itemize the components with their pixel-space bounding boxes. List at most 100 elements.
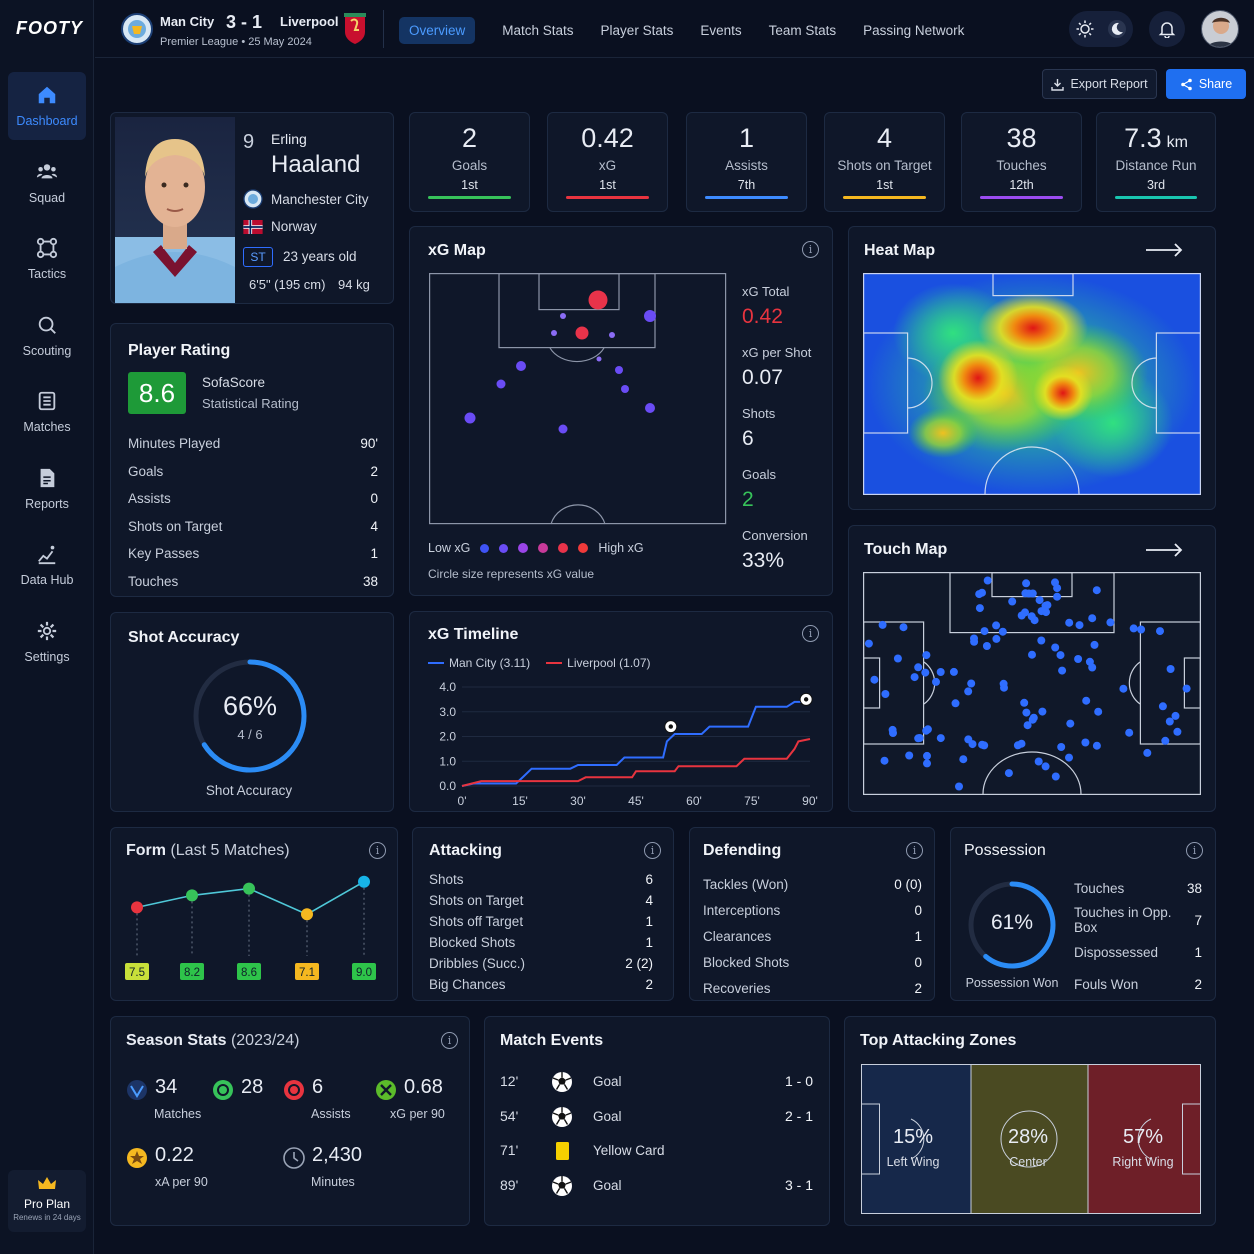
share-label: Share <box>1198 77 1233 91</box>
arrow-right-icon[interactable] <box>1146 243 1184 257</box>
touch-dot <box>878 620 887 629</box>
series-line-liverpool <box>461 738 811 787</box>
sidebar-item-dashboard[interactable]: Dashboard <box>8 72 86 140</box>
touch-dot <box>975 604 984 613</box>
notifications-button[interactable] <box>1149 11 1185 47</box>
matches-icon <box>127 1080 147 1100</box>
pro-plan-card[interactable]: Pro Plan Renews in 24 days <box>8 1170 86 1232</box>
form-title: Form (Last 5 Matches) <box>126 842 290 860</box>
xg-map-info-icon[interactable]: i <box>802 241 819 258</box>
sidebar-item-reports[interactable]: Reports <box>8 455 86 523</box>
event-minute: 12' <box>500 1073 519 1089</box>
form-badge-label: 7.1 <box>299 967 315 979</box>
export-report-label: Export Report <box>1070 77 1148 91</box>
sidebar-item-label: Reports <box>25 496 69 511</box>
xg-map-note: Circle size represents xG value <box>428 567 595 581</box>
yellow-card-icon <box>551 1140 573 1165</box>
legend-dot <box>538 543 549 553</box>
stat-label: Assists <box>725 158 768 173</box>
stat-row: Blocked Shots 0 <box>703 949 922 975</box>
legend-swatch-city <box>428 662 444 664</box>
possession-title: Possession <box>964 842 1046 859</box>
export-report-button[interactable]: Export Report <box>1042 69 1157 99</box>
form-badge-label: 8.2 <box>184 967 200 979</box>
stat-row: Clearances 1 <box>703 923 922 949</box>
form-badge-label: 7.5 <box>129 967 145 979</box>
sidebar-item-squad[interactable]: Squad <box>8 149 86 217</box>
shot-marker <box>609 332 615 338</box>
xg-timeline-title: xG Timeline <box>428 626 519 643</box>
attacking-info-icon[interactable]: i <box>644 842 661 859</box>
stat-unit: km <box>1166 134 1188 151</box>
sidebar-item-label: Squad <box>28 190 66 205</box>
stat-row-value: 1 <box>1194 944 1202 960</box>
defending-title: Defending <box>703 842 782 859</box>
tab-overview[interactable]: Overview <box>399 17 476 44</box>
stat-row-label: Recoveries <box>703 980 771 996</box>
stat-row-value: 90' <box>360 436 378 452</box>
stat-value: 1 <box>687 123 806 154</box>
xg-timeline-info-icon[interactable]: i <box>802 625 819 642</box>
tactics-icon <box>36 237 58 259</box>
stat-row-label: Dispossessed <box>1074 944 1159 960</box>
xa-icon <box>127 1148 147 1168</box>
season-stat-label: Minutes <box>311 1175 355 1189</box>
shot-marker <box>621 385 629 393</box>
tab-events[interactable]: Events <box>700 23 742 38</box>
goal-ball-icon <box>664 720 678 734</box>
stat-row-label: Shots <box>429 872 464 887</box>
tab-player-stats[interactable]: Player Stats <box>600 23 674 38</box>
attacking-zones-title: Top Attacking Zones <box>860 1032 1017 1049</box>
stat-rank: 1st <box>461 178 478 192</box>
heat-map-card: Heat Map <box>848 226 1216 510</box>
sidebar-item-settings[interactable]: Settings <box>8 608 86 676</box>
stat-row-label: Touches <box>1074 880 1125 896</box>
touch-dot <box>951 699 960 708</box>
stat-row-value: 38 <box>1186 880 1202 896</box>
theme-toggle[interactable] <box>1069 11 1133 47</box>
form-title-sub: (Last 5 Matches) <box>170 842 290 859</box>
touch-dot <box>1022 708 1031 717</box>
stat-row-value: 2 <box>914 980 922 996</box>
app-logo: FOOTY <box>16 18 83 38</box>
touch-dot <box>1013 741 1022 750</box>
sidebar-item-data-hub[interactable]: Data Hub <box>8 531 86 599</box>
touch-dot <box>922 651 931 660</box>
possession-info-icon[interactable]: i <box>1186 842 1203 859</box>
stat-value: 4 <box>825 123 944 154</box>
tab-match-stats[interactable]: Match Stats <box>502 23 574 38</box>
x-tick-label: 75' <box>744 794 760 808</box>
arrow-right-icon[interactable] <box>1146 543 1184 557</box>
sidebar-item-scouting[interactable]: Scouting <box>8 302 86 370</box>
football-icon <box>551 1175 573 1200</box>
player-number: 9 <box>243 131 255 153</box>
form-info-icon[interactable]: i <box>369 842 386 859</box>
sidebar-item-tactics[interactable]: Tactics <box>8 225 86 293</box>
touch-dot <box>1035 596 1044 605</box>
defending-card: Defending i Tackles (Won) 0 (0) Intercepti… <box>689 827 935 1001</box>
defending-info-icon[interactable]: i <box>906 842 923 859</box>
shot-marker <box>615 366 623 374</box>
x-tick-label: 90' <box>802 794 818 808</box>
stat-row-value: 38 <box>362 573 378 589</box>
touch-dot <box>922 726 931 735</box>
team-icon <box>36 163 58 178</box>
stat-value-number: 7.3 <box>1124 123 1162 153</box>
stat-row: Minutes Played 90' <box>128 430 378 458</box>
season-info-icon[interactable]: i <box>441 1032 458 1049</box>
moon-icon[interactable] <box>1107 19 1127 39</box>
event-score: 1 - 0 <box>784 1073 813 1089</box>
match-events-title: Match Events <box>500 1032 604 1049</box>
stat-label: Shots on Target <box>837 158 932 173</box>
sidebar-item-matches[interactable]: Matches <box>8 378 86 446</box>
rating-score: 8.6 <box>128 372 186 414</box>
tab-passing-network[interactable]: Passing Network <box>863 23 965 38</box>
sun-icon[interactable] <box>1076 20 1094 38</box>
user-avatar[interactable] <box>1201 10 1239 48</box>
conversion-value: 33% <box>742 549 785 572</box>
tab-team-stats[interactable]: Team Stats <box>768 23 837 38</box>
touch-dot <box>1088 614 1097 623</box>
goal-ball-icon <box>799 692 813 706</box>
touch-dot <box>910 673 919 682</box>
share-button[interactable]: Share <box>1166 69 1246 99</box>
